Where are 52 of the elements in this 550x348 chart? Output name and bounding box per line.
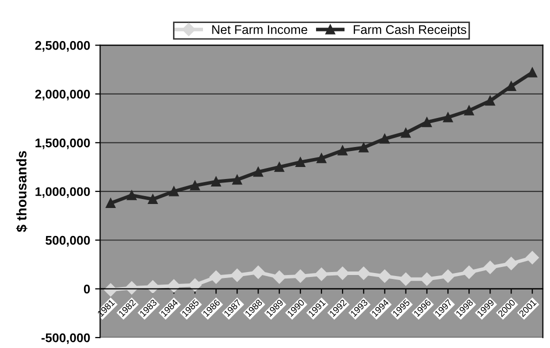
point [314, 268, 328, 281]
point [252, 266, 265, 279]
point [126, 190, 137, 200]
point [316, 153, 326, 164]
point [336, 266, 350, 280]
point [338, 146, 348, 156]
point [274, 162, 284, 172]
point [357, 266, 370, 280]
point [484, 260, 497, 274]
point [399, 272, 412, 286]
point [148, 194, 158, 204]
point [441, 270, 455, 283]
point [169, 186, 179, 196]
point [209, 270, 223, 284]
point [358, 142, 369, 152]
point [230, 268, 244, 282]
point [504, 256, 518, 270]
point [527, 68, 538, 78]
point [106, 198, 116, 208]
y-tick-label: 1,500,000 [36, 138, 90, 150]
point [443, 112, 453, 122]
y-tick-label: -500,000 [42, 333, 90, 344]
point [190, 180, 200, 190]
point [526, 251, 539, 264]
point [380, 134, 390, 144]
y-tick-label: 0 [84, 284, 90, 294]
point [232, 174, 242, 185]
point [378, 270, 392, 283]
point [272, 270, 286, 284]
point [485, 96, 496, 106]
y-tick-label: 1,000,000 [36, 187, 90, 198]
point [462, 266, 476, 279]
point [146, 280, 160, 294]
point [464, 106, 474, 116]
point [400, 128, 411, 138]
point [104, 283, 118, 296]
point [188, 278, 202, 292]
point [506, 81, 516, 92]
point [167, 279, 180, 293]
point [420, 272, 434, 286]
point [125, 281, 138, 294]
legend-label: Farm Cash Receipts [354, 24, 466, 36]
point [211, 176, 221, 187]
y-tick-label: 2,500,000 [35, 41, 90, 52]
point [294, 270, 307, 283]
y-tick-label: 500,000 [46, 236, 90, 247]
point [422, 117, 432, 128]
point [296, 157, 306, 168]
legend-label: Net Farm Income [212, 25, 308, 34]
y-tick-label: 2,000,000 [35, 90, 90, 100]
point [253, 167, 264, 177]
y-axis-title: $ thousands [16, 151, 28, 232]
